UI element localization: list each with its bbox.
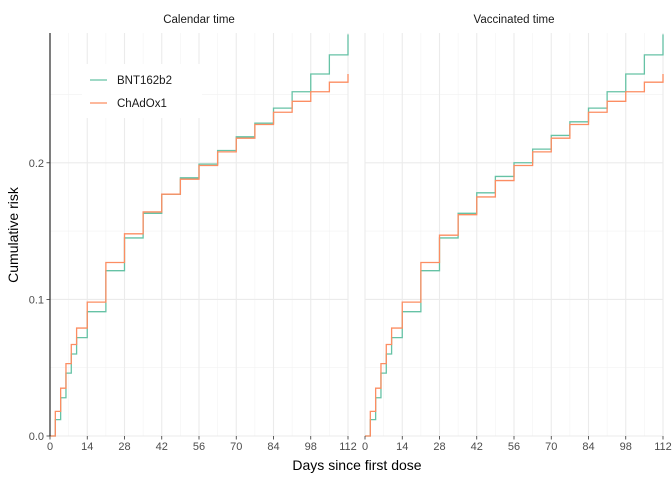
x-tick-label: 84 — [582, 441, 594, 453]
y-tick-label: 0.0 — [29, 431, 44, 443]
series-line-chadox1 — [50, 73, 349, 437]
x-tick-label: 56 — [193, 441, 205, 453]
x-tick-label: 0 — [47, 441, 53, 453]
panel-vaccinated-time: Vaccinated time 0 14 28 42 56 70 84 98 112 — [362, 14, 672, 453]
legend: BNT162b2 ChAdOx1 — [82, 64, 202, 118]
x-tick-label: 56 — [508, 441, 520, 453]
legend-label-bnt162b2: BNT162b2 — [117, 75, 172, 87]
panel-title: Calendar time — [163, 14, 235, 26]
x-tick-label: 28 — [433, 441, 445, 453]
x-tick-label: 98 — [305, 441, 317, 453]
x-tick-label: 42 — [471, 441, 483, 453]
x-tick-label: 14 — [81, 441, 93, 453]
x-tick-label: 70 — [230, 441, 242, 453]
x-tick-label: 14 — [396, 441, 408, 453]
x-tick-label: 28 — [118, 441, 130, 453]
x-tick-label: 70 — [545, 441, 557, 453]
legend-label-chadox1: ChAdOx1 — [117, 98, 167, 110]
x-tick-label: 0 — [362, 441, 368, 453]
legend-background — [82, 64, 202, 118]
series-line-chadox1 — [365, 73, 664, 437]
facet-panels: Calendar time 0 14 28 42 56 70 84 98 112 0.0 0.1 0.2… — [29, 14, 672, 453]
x-tick-label: 84 — [267, 441, 279, 453]
panel-calendar-time: Calendar time 0 14 28 42 56 70 84 98 112 0.0 0.1 0.2 — [29, 14, 357, 453]
x-tick-label: 112 — [654, 441, 672, 453]
x-tick-label: 112 — [339, 441, 357, 453]
y-tick-label: 0.2 — [29, 158, 44, 170]
y-tick-label: 0.1 — [29, 294, 44, 306]
y-axis-title: Cumulative risk — [5, 186, 21, 283]
x-tick-label: 42 — [156, 441, 168, 453]
panel-title: Vaccinated time — [474, 14, 555, 26]
x-axis-title: Days since first dose — [292, 457, 421, 473]
x-tick-label: 98 — [620, 441, 632, 453]
